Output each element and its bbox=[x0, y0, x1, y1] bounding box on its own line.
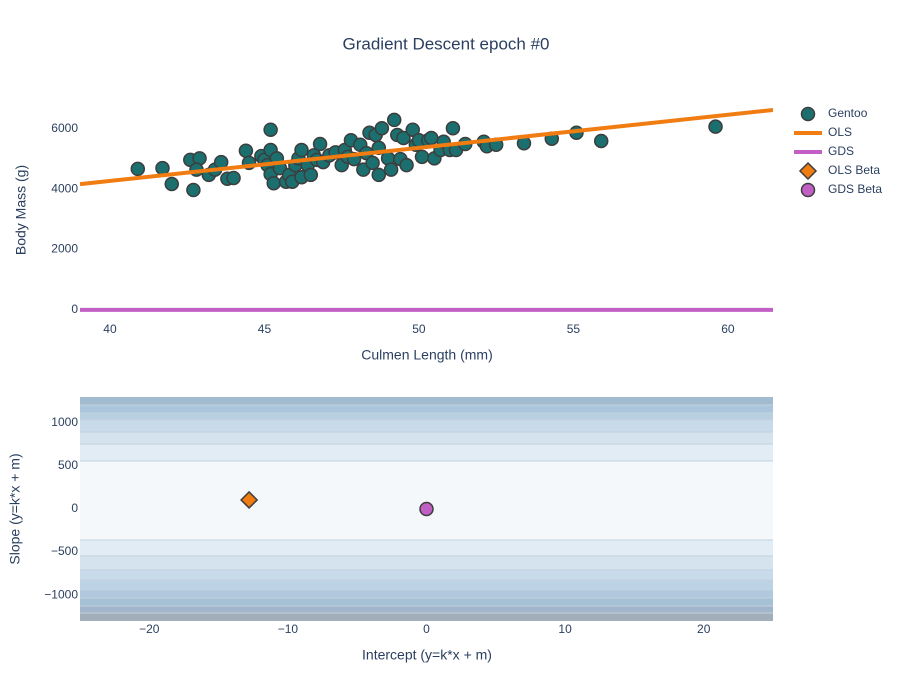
y-tick-label: 0 bbox=[71, 501, 78, 515]
point bbox=[424, 130, 439, 146]
point bbox=[263, 122, 278, 137]
point bbox=[164, 176, 180, 192]
plot-area bbox=[80, 107, 773, 312]
point bbox=[405, 122, 421, 137]
y-tick-label: 1000 bbox=[51, 415, 78, 429]
point bbox=[396, 130, 411, 146]
y-tick-label: 4000 bbox=[51, 181, 78, 195]
line bbox=[80, 107, 773, 187]
point bbox=[226, 170, 241, 186]
x-tick-label: 10 bbox=[558, 622, 572, 636]
legend-label: OLS Beta bbox=[828, 163, 880, 177]
point bbox=[155, 160, 170, 176]
point bbox=[240, 490, 259, 510]
y-tick-label: 0 bbox=[71, 302, 78, 316]
point bbox=[238, 143, 254, 159]
point bbox=[371, 167, 387, 183]
legend-swatch bbox=[798, 161, 818, 181]
point bbox=[130, 161, 146, 177]
y-tick-label: 500 bbox=[58, 458, 78, 472]
legend-swatch bbox=[800, 182, 816, 198]
y-tick-label: 2000 bbox=[51, 242, 78, 256]
point bbox=[186, 182, 201, 198]
legend-label: Gentoo bbox=[828, 106, 868, 120]
x-tick-label: 40 bbox=[103, 322, 117, 336]
point bbox=[365, 155, 380, 171]
point bbox=[399, 157, 414, 173]
x-tick-label: 45 bbox=[258, 322, 272, 336]
y-axis-title: Body Mass (g) bbox=[13, 165, 29, 255]
legend-label: GDS Beta bbox=[828, 182, 882, 196]
point bbox=[419, 501, 434, 517]
legend-label: GDS bbox=[828, 144, 854, 158]
point bbox=[294, 142, 309, 158]
point bbox=[266, 175, 281, 191]
x-tick-label: −10 bbox=[278, 622, 299, 636]
y-axis-title: Slope (y=k*x + m) bbox=[7, 453, 23, 564]
x-tick-label: 60 bbox=[721, 322, 735, 336]
x-tick-label: 50 bbox=[412, 322, 426, 336]
x-axis-title: Intercept (y=k*x + m) bbox=[362, 647, 492, 663]
contour-background bbox=[80, 397, 773, 621]
point bbox=[445, 120, 461, 136]
x-axis-title: Culmen Length (mm) bbox=[361, 347, 493, 363]
point bbox=[414, 149, 430, 165]
legend-swatch bbox=[800, 106, 816, 122]
point bbox=[312, 136, 328, 152]
point bbox=[593, 133, 609, 149]
point bbox=[708, 119, 723, 134]
x-tick-label: 0 bbox=[423, 622, 430, 636]
y-tick-label: 6000 bbox=[51, 121, 78, 135]
plot-area bbox=[240, 490, 434, 517]
chart-title: Gradient Descent epoch #0 bbox=[343, 34, 550, 53]
point bbox=[386, 112, 402, 128]
x-tick-label: 55 bbox=[567, 322, 581, 336]
point bbox=[383, 162, 399, 177]
x-tick-label: 20 bbox=[697, 622, 711, 636]
y-tick-label: −1000 bbox=[44, 587, 78, 601]
point bbox=[374, 120, 390, 136]
point bbox=[303, 167, 319, 183]
legend-label: OLS bbox=[828, 125, 852, 139]
x-tick-label: −20 bbox=[139, 622, 160, 636]
y-tick-label: −500 bbox=[51, 544, 78, 558]
